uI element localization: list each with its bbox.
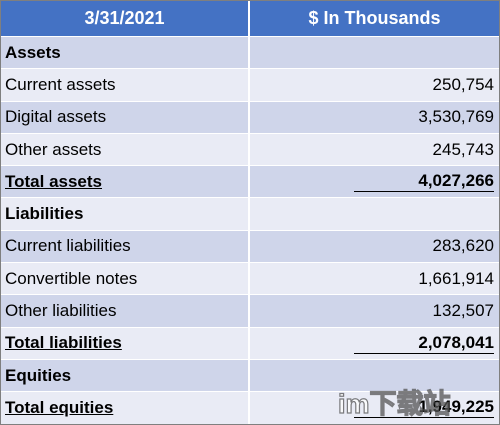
table-row: Current liabilities 283,620 (1, 230, 499, 264)
table-row: Digital assets 3,530,769 (1, 101, 499, 134)
units-column-header: $ In Thousands (308, 8, 441, 28)
row-value: 1,661,914 (418, 268, 494, 288)
table-row: Total liabilities 2,078,041 (1, 327, 499, 360)
row-value (250, 360, 499, 391)
row-value (250, 198, 499, 229)
row-value: 250,754 (432, 74, 494, 94)
table-row: Total equities 1,949,225 (1, 392, 499, 424)
row-value (250, 37, 499, 68)
row-label: Total assets (1, 166, 250, 198)
table-row: Other liabilities 132,507 (1, 295, 499, 328)
row-label: Total equities (1, 392, 250, 424)
row-value: 245,743 (432, 139, 494, 159)
table-header: 3/31/2021 $ In Thousands (1, 1, 499, 37)
date-column-header: 3/31/2021 (1, 1, 250, 36)
row-label: Digital assets (1, 101, 250, 133)
table-row: Convertible notes 1,661,914 (1, 263, 499, 296)
table-row: Assets (1, 37, 499, 70)
row-label: Current liabilities (1, 230, 250, 263)
table-row: Current assets 250,754 (1, 69, 499, 102)
table-row: Equities (1, 359, 499, 393)
table-row: Other assets 245,743 (1, 133, 499, 167)
row-value: 283,620 (432, 236, 494, 256)
row-label: Convertible notes (1, 263, 250, 295)
row-label: Equities (1, 359, 250, 392)
row-label: Other liabilities (1, 295, 250, 327)
table-row: Liabilities (1, 198, 499, 231)
row-value: 4,027,266 (250, 166, 499, 197)
row-label: Liabilities (1, 198, 250, 230)
table-body: Assets Current assets 250,754 Digital ass… (1, 37, 499, 424)
row-label: Current assets (1, 69, 250, 101)
row-label: Other assets (1, 133, 250, 166)
row-label: Assets (1, 37, 250, 69)
table-row: Total assets 4,027,266 (1, 166, 499, 199)
row-value: 2,078,041 (250, 328, 499, 359)
row-label: Total liabilities (1, 327, 250, 359)
row-value: 132,507 (432, 301, 494, 321)
row-value: 3,530,769 (418, 107, 494, 127)
row-value: 1,949,225 (250, 392, 499, 423)
